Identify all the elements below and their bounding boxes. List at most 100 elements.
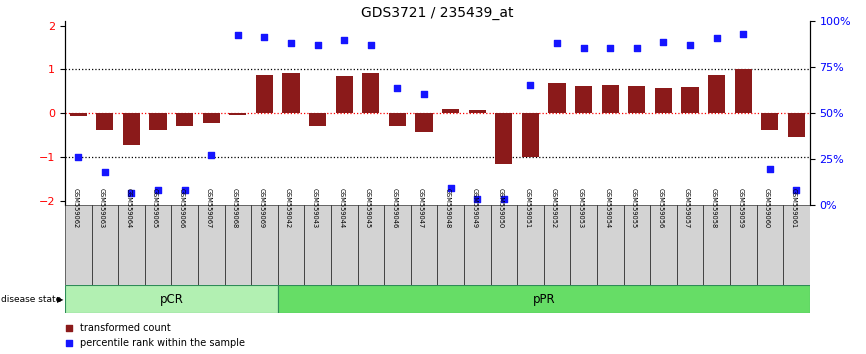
Point (577, 46, 591, 51)
Text: GSM559046: GSM559046 (391, 188, 397, 229)
Bar (624, 205, 650, 285)
Bar (602, 85, 619, 113)
Bar (495, 113, 513, 164)
Point (98, 170, 112, 175)
Text: ▶: ▶ (57, 295, 64, 304)
Bar (708, 75, 725, 113)
Bar (469, 110, 486, 113)
Bar (92, 205, 118, 285)
Bar (628, 86, 645, 113)
Point (337, 37, 351, 42)
Bar (389, 113, 406, 126)
Bar (571, 205, 597, 285)
Point (364, 42, 378, 48)
Bar (788, 113, 805, 137)
Point (178, 187, 191, 193)
Bar (150, 113, 166, 130)
Bar (548, 84, 565, 113)
Bar (757, 205, 783, 285)
Text: transformed count: transformed count (80, 322, 171, 332)
Text: GSM559066: GSM559066 (178, 188, 184, 229)
Point (683, 42, 697, 48)
Text: GSM559054: GSM559054 (604, 188, 611, 229)
Text: GSM559050: GSM559050 (498, 188, 504, 229)
Point (497, 196, 511, 201)
Point (604, 45, 617, 50)
Point (284, 40, 298, 46)
Bar (336, 76, 352, 113)
Text: GSM559067: GSM559067 (205, 188, 211, 229)
Bar (123, 113, 140, 145)
Bar (358, 205, 385, 285)
Text: GSM559055: GSM559055 (630, 188, 637, 229)
Text: GSM559063: GSM559063 (99, 188, 105, 229)
Bar (362, 73, 379, 113)
Text: GSM559058: GSM559058 (711, 188, 716, 229)
Point (71, 154, 85, 160)
Bar (145, 205, 171, 285)
Point (391, 85, 404, 91)
Text: GSM559044: GSM559044 (339, 188, 345, 229)
Text: GSM559061: GSM559061 (791, 188, 797, 229)
Bar (224, 205, 251, 285)
Text: GSM559057: GSM559057 (684, 188, 690, 229)
Bar (96, 113, 113, 130)
Point (62, 325, 76, 330)
Text: GSM559048: GSM559048 (444, 188, 450, 229)
Text: GSM559059: GSM559059 (737, 188, 743, 229)
Bar (437, 205, 464, 285)
Point (151, 187, 165, 193)
Text: GSM559043: GSM559043 (312, 188, 318, 229)
Text: GSM559052: GSM559052 (551, 188, 557, 229)
Bar (203, 113, 220, 123)
Bar (304, 205, 331, 285)
Text: percentile rank within the sample: percentile rank within the sample (80, 338, 245, 348)
Bar (442, 109, 459, 113)
Bar (65, 205, 92, 285)
Bar (517, 205, 544, 285)
Bar (278, 285, 810, 313)
Point (443, 185, 457, 190)
Bar (522, 113, 539, 157)
Point (763, 166, 777, 172)
Point (204, 152, 218, 158)
Text: pPR: pPR (533, 293, 555, 306)
Point (231, 33, 245, 38)
Point (790, 187, 804, 193)
Bar (255, 75, 273, 113)
Text: GSM559049: GSM559049 (471, 188, 477, 229)
Bar (278, 205, 304, 285)
Point (736, 31, 750, 36)
Bar (385, 205, 410, 285)
Text: GSM559042: GSM559042 (285, 188, 291, 229)
Bar (650, 205, 676, 285)
Bar (198, 205, 224, 285)
Bar (251, 205, 278, 285)
Text: GSM559060: GSM559060 (764, 188, 770, 229)
Point (709, 35, 723, 41)
Bar (309, 113, 326, 126)
Bar (676, 205, 703, 285)
Bar (575, 86, 592, 113)
Text: GSM559053: GSM559053 (578, 188, 584, 229)
Point (125, 190, 139, 196)
Text: GSM559064: GSM559064 (126, 188, 132, 229)
Bar (761, 113, 779, 130)
Bar (410, 205, 437, 285)
Text: GSM559069: GSM559069 (258, 188, 264, 229)
Point (311, 42, 325, 48)
Point (630, 46, 643, 51)
Bar (65, 285, 278, 313)
Text: GSM559062: GSM559062 (72, 188, 78, 229)
Bar (783, 205, 810, 285)
Bar (730, 205, 757, 285)
Text: GSM559065: GSM559065 (152, 188, 158, 229)
Text: GSM559056: GSM559056 (657, 188, 663, 229)
Text: GSM559045: GSM559045 (365, 188, 371, 229)
Bar (118, 205, 145, 285)
Point (656, 39, 670, 45)
Bar (171, 205, 198, 285)
Bar (282, 73, 300, 113)
Point (550, 40, 564, 46)
Bar (176, 113, 193, 126)
